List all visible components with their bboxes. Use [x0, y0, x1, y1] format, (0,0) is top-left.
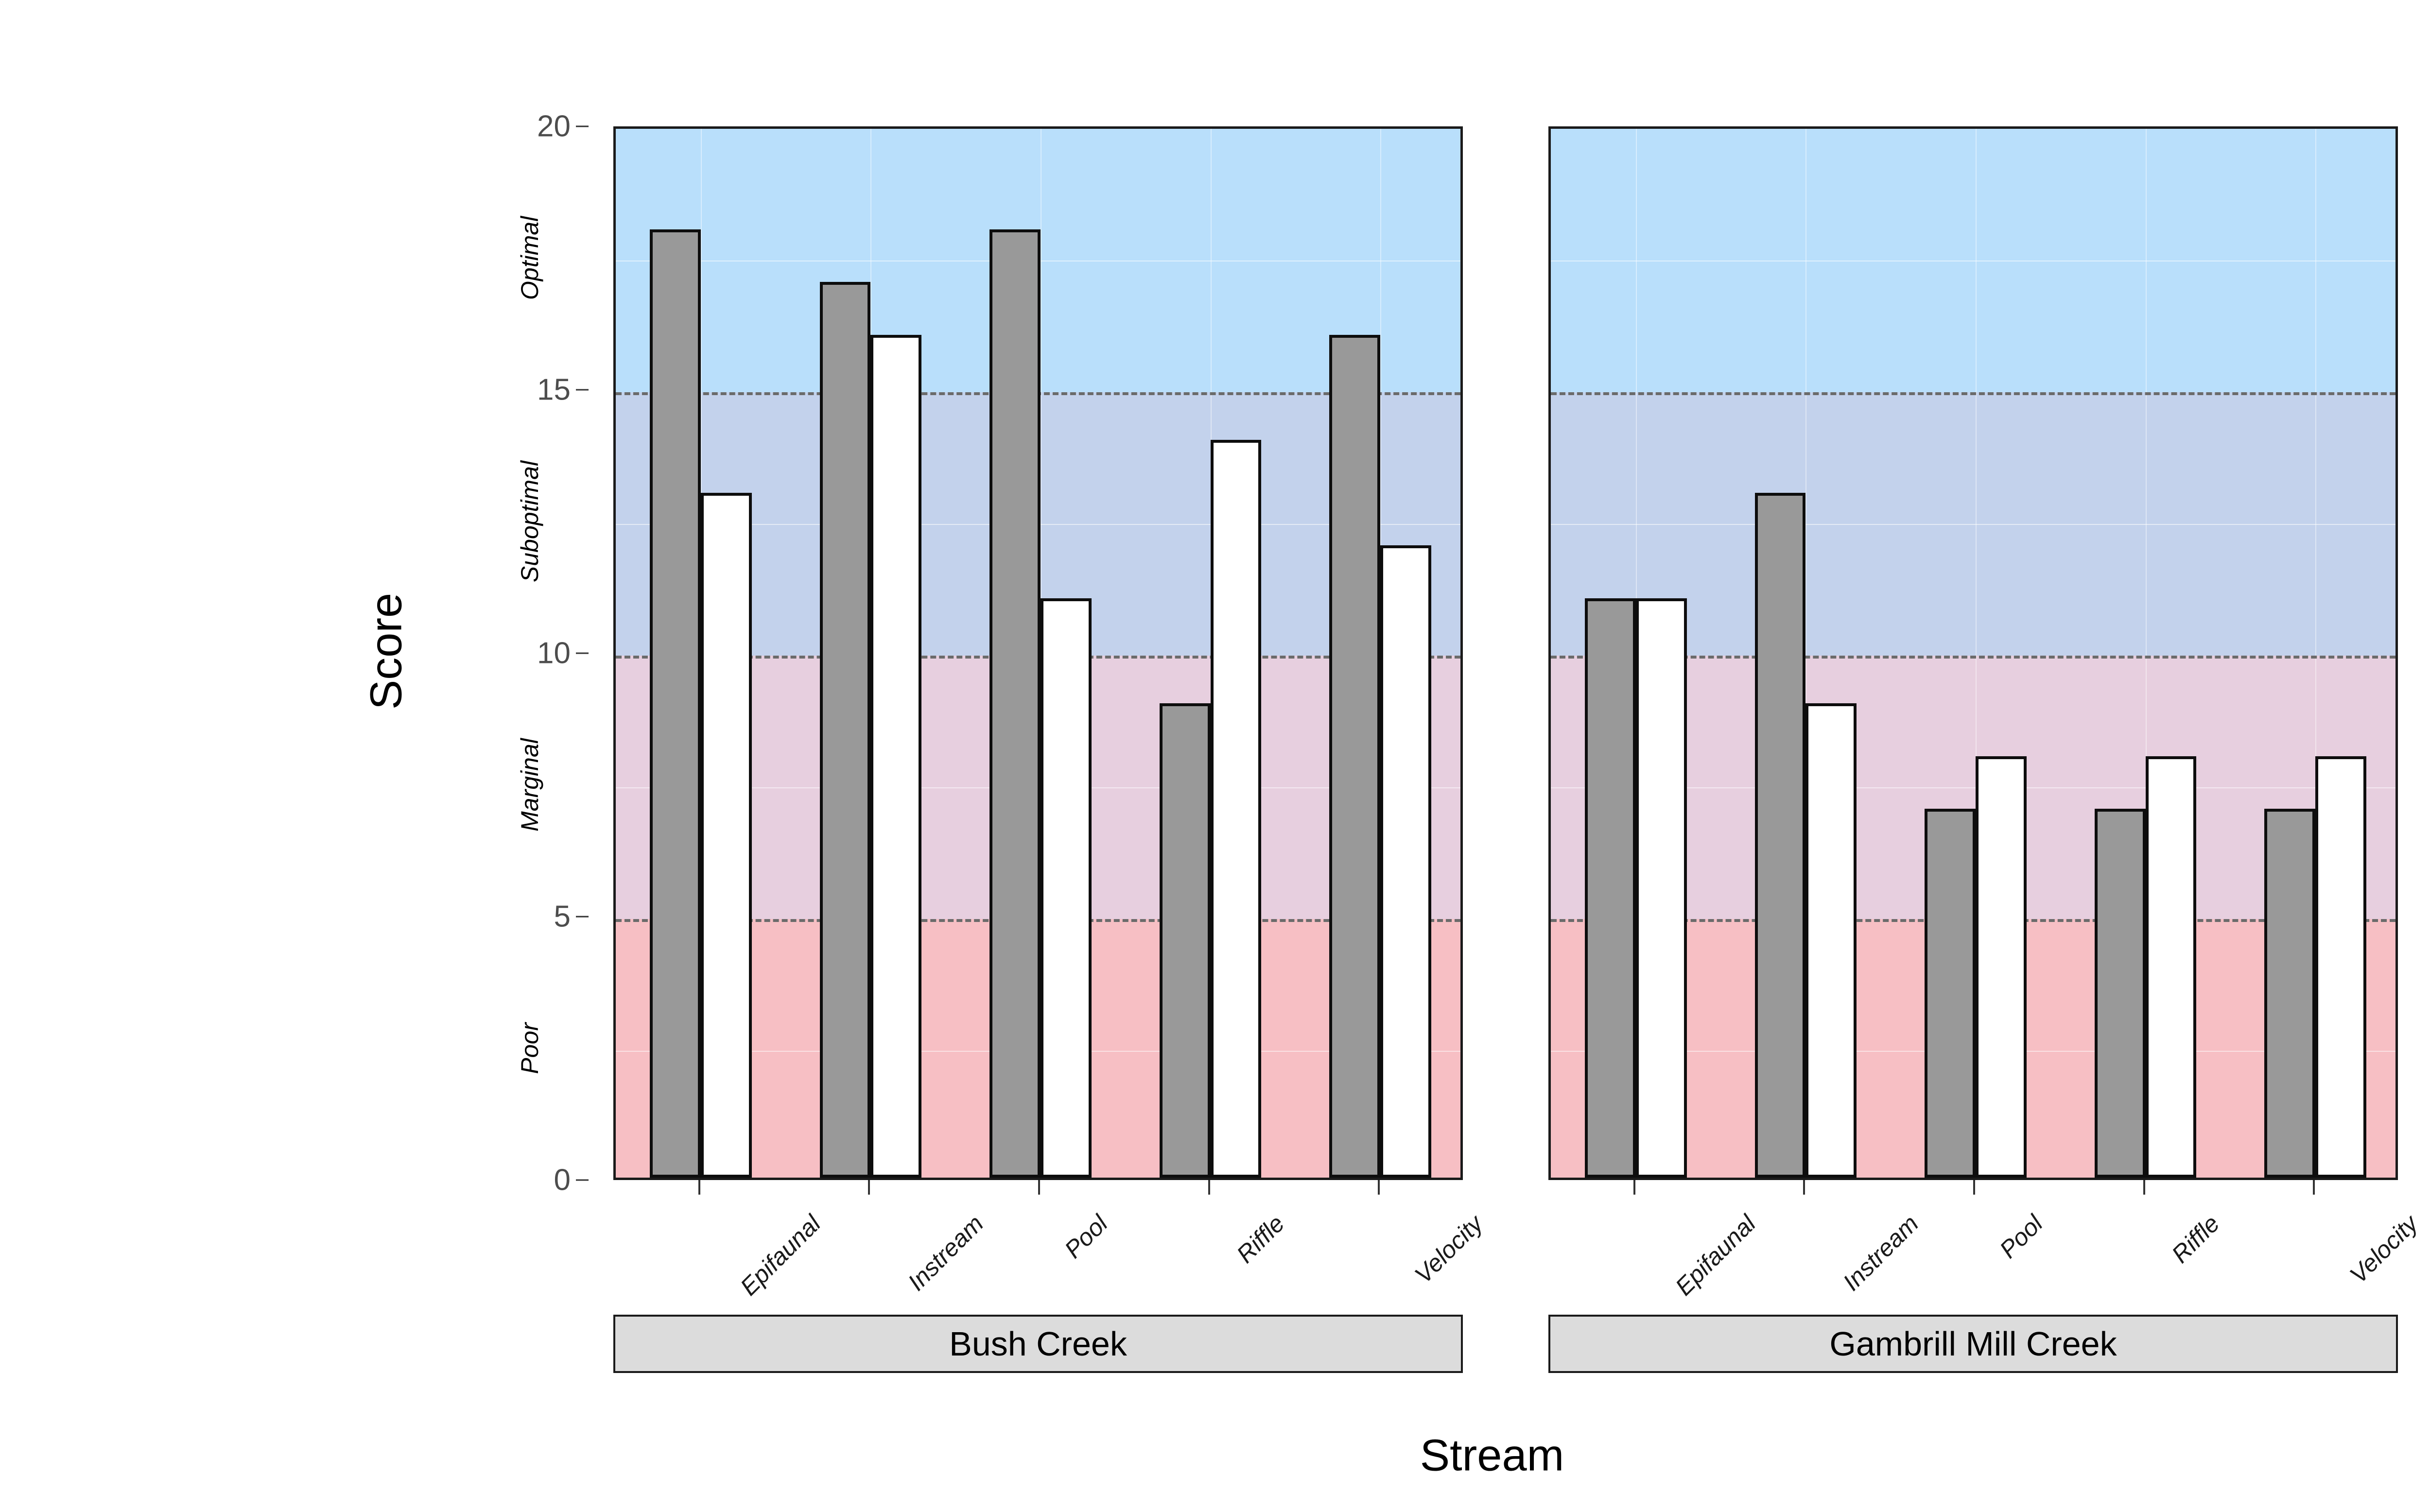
minor-gridline [1551, 787, 2395, 788]
bar-2022-pool[interactable] [1976, 756, 2027, 1178]
bar-2010-epifaunal[interactable] [1584, 598, 1636, 1178]
bar-2022-riffle[interactable] [1210, 440, 1262, 1178]
bar-2022-epifaunal[interactable] [700, 492, 752, 1178]
x-tick-mark [1208, 1180, 1210, 1195]
threshold-line-10 [1551, 656, 2395, 659]
facet-panel [613, 126, 1463, 1180]
bar-2010-instream[interactable] [1754, 492, 1806, 1178]
bar-2022-riffle[interactable] [2145, 756, 2197, 1178]
condition-label-marginal: Marginal [516, 738, 543, 832]
bar-2010-instream[interactable] [819, 282, 871, 1178]
bar-2010-velocity[interactable] [2264, 809, 2316, 1178]
y-tick-mark [576, 389, 589, 391]
x-tick-mark [2143, 1180, 2145, 1195]
bar-2010-riffle[interactable] [1159, 703, 1211, 1178]
plot-area [613, 126, 1463, 1180]
y-tick-label: 20 [537, 109, 571, 143]
minor-gridline [1551, 524, 2395, 525]
threshold-line-15 [1551, 392, 2395, 395]
bar-2010-riffle[interactable] [2094, 809, 2146, 1178]
y-axis-tick-labels: 0 5 10 15 20 [476, 0, 573, 1512]
bar-2022-instream[interactable] [1805, 703, 1857, 1178]
condition-label-suboptimal: Suboptimal [516, 460, 543, 583]
x-tick-label: Riffle [2166, 1210, 2225, 1269]
x-tick-mark [1973, 1180, 1975, 1195]
y-axis-title: Score [361, 592, 411, 710]
facet-strip-label: Bush Creek [613, 1315, 1463, 1373]
bar-2010-epifaunal[interactable] [649, 229, 701, 1178]
bar-2022-pool[interactable] [1041, 598, 1092, 1178]
bar-2022-epifaunal[interactable] [1635, 598, 1687, 1178]
bar-2010-velocity[interactable] [1329, 334, 1381, 1178]
facet-strip-label: Gambrill Mill Creek [1548, 1315, 2398, 1373]
x-tick-mark [868, 1180, 870, 1195]
x-tick-mark [1378, 1180, 1380, 1195]
x-tick-label: Velocity [2344, 1210, 2424, 1289]
bar-2010-pool[interactable] [1925, 809, 1976, 1178]
plot-area [1548, 126, 2398, 1180]
x-tick-mark [1803, 1180, 1805, 1195]
x-axis-title: Stream [1420, 1430, 1564, 1480]
x-tick-label: Velocity [1409, 1210, 1489, 1289]
vertical-gridline [2145, 129, 2147, 1178]
vertical-gridline [1976, 129, 1977, 1178]
x-tick-mark [698, 1180, 700, 1195]
vertical-gridline [2315, 129, 2317, 1178]
vertical-gridline [1805, 129, 1807, 1178]
y-tick-label: 15 [537, 373, 571, 407]
x-tick-label: Instream [903, 1210, 989, 1296]
condition-label-poor: Poor [516, 1023, 543, 1074]
x-tick-mark [2313, 1180, 2315, 1195]
bar-2022-instream[interactable] [870, 334, 922, 1178]
x-tick-mark [1038, 1180, 1040, 1195]
x-tick-label: Epifaunal [735, 1210, 826, 1301]
facet-panel [1548, 126, 2398, 1180]
x-tick-label: Pool [1994, 1210, 2048, 1264]
bar-2010-pool[interactable] [989, 229, 1041, 1178]
y-tick-mark [576, 916, 589, 918]
x-tick-label: Riffle [1231, 1210, 1290, 1269]
y-tick-label: 10 [537, 636, 571, 670]
x-tick-mark [1633, 1180, 1635, 1195]
x-tick-label: Instream [1838, 1210, 1924, 1296]
x-tick-label: Pool [1059, 1210, 1113, 1264]
y-tick-mark [576, 652, 589, 654]
y-tick-label: 5 [554, 900, 571, 934]
x-tick-label: Epifaunal [1670, 1210, 1761, 1301]
y-tick-mark [576, 1179, 589, 1181]
condition-label-optimal: Optimal [516, 216, 543, 300]
bar-2022-velocity[interactable] [1380, 545, 1432, 1178]
y-tick-mark [576, 125, 589, 127]
bar-2022-velocity[interactable] [2315, 756, 2367, 1178]
y-tick-label: 0 [554, 1163, 571, 1197]
